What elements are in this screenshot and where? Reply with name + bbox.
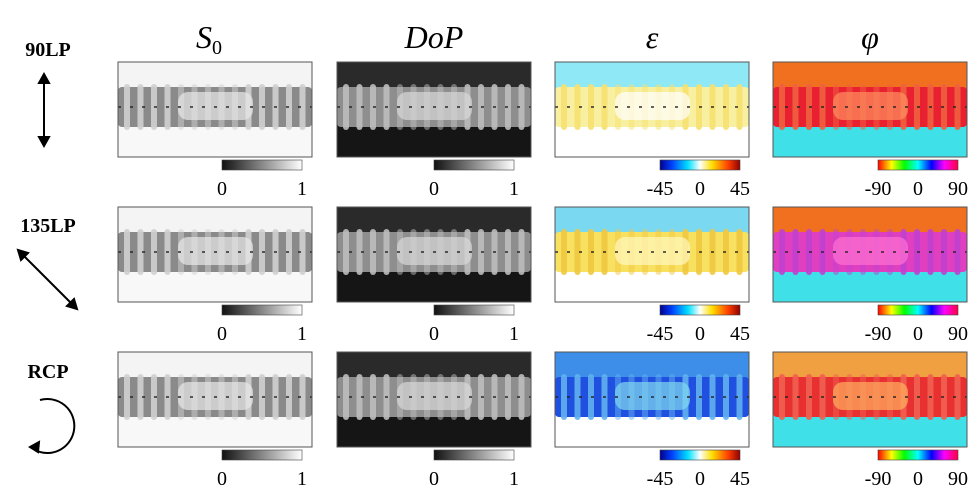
colorbar-tick-label: 0: [429, 178, 439, 200]
column-title-subscript: 0: [212, 37, 222, 59]
polarization-image: [337, 62, 531, 157]
image-bottom: [773, 414, 967, 447]
colorbar: [222, 450, 302, 460]
colorbar-tick-label: 1: [509, 468, 519, 490]
colorbar-tick-label: 0: [217, 323, 227, 345]
figure: S0010101DoP010101ε-45045-45045-45045φ-90…: [0, 0, 970, 504]
arrow-rcp: [30, 399, 74, 453]
colorbar-tick-label: -90: [865, 468, 892, 490]
colorbar: [222, 160, 302, 170]
arrow-135lp: [18, 250, 77, 309]
colorbar-tick-label: 0: [913, 323, 923, 345]
colorbar-tick-label: 0: [429, 468, 439, 490]
polarization-image: [555, 207, 749, 302]
colorbar-tick-label: 45: [730, 468, 750, 490]
image-rib: [779, 229, 785, 275]
column-title: DoP: [404, 19, 464, 55]
colorbar: [660, 305, 740, 315]
colorbar-tick-label: -45: [647, 323, 674, 345]
image-bottom: [118, 124, 312, 157]
polarization-image: [118, 62, 312, 157]
polarization-image: [555, 352, 749, 447]
column-title: S0: [196, 19, 222, 59]
image-rib: [124, 229, 130, 275]
colorbar: [434, 160, 514, 170]
polarization-image: [337, 207, 531, 302]
colorbar: [660, 160, 740, 170]
colorbar-tick-label: 0: [429, 323, 439, 345]
colorbar-tick-label: 0: [695, 178, 705, 200]
colorbar: [434, 305, 514, 315]
image-rib: [343, 84, 349, 130]
colorbar-tick-label: 0: [913, 178, 923, 200]
colorbar-tick-label: 45: [730, 178, 750, 200]
image-rib: [343, 374, 349, 420]
polarization-image: [773, 207, 967, 302]
image-bottom: [555, 414, 749, 447]
polarization-image: [773, 352, 967, 447]
image-bottom: [337, 269, 531, 302]
image-bottom: [773, 124, 967, 157]
image-rib: [124, 374, 130, 420]
row-label: 135LP: [20, 215, 76, 237]
colorbar-tick-label: 0: [217, 178, 227, 200]
colorbar-tick-label: -45: [647, 178, 674, 200]
image-rib: [779, 374, 785, 420]
image-rib: [124, 84, 130, 130]
column-title: ε: [646, 19, 659, 55]
colorbar: [878, 305, 958, 315]
colorbar-tick-label: 1: [297, 323, 307, 345]
colorbar-tick-label: 1: [509, 323, 519, 345]
image-rib: [561, 84, 567, 130]
colorbar-tick-label: -45: [647, 468, 674, 490]
colorbar-tick-label: 1: [509, 178, 519, 200]
image-rib: [779, 84, 785, 130]
image-bottom: [118, 269, 312, 302]
image-bottom: [337, 124, 531, 157]
colorbar-tick-label: 45: [730, 323, 750, 345]
image-bottom: [555, 124, 749, 157]
arrow-90lp: [39, 74, 49, 146]
polarization-image: [773, 62, 967, 157]
column-title: φ: [861, 19, 879, 55]
image-bottom: [773, 269, 967, 302]
colorbar: [878, 160, 958, 170]
polarization-image: [337, 352, 531, 447]
colorbar-tick-label: 0: [695, 323, 705, 345]
colorbar: [222, 305, 302, 315]
colorbar-tick-label: 1: [297, 178, 307, 200]
image-bottom: [555, 269, 749, 302]
colorbar-tick-label: 90: [948, 178, 968, 200]
colorbar-tick-label: -90: [865, 323, 892, 345]
colorbar-tick-label: 0: [695, 468, 705, 490]
row-label: RCP: [27, 361, 68, 383]
colorbar-tick-label: -90: [865, 178, 892, 200]
polarization-image: [118, 352, 312, 447]
image-rib: [343, 229, 349, 275]
polarization-image: [555, 62, 749, 157]
image-rib: [561, 374, 567, 420]
colorbar-tick-label: 90: [948, 323, 968, 345]
colorbar-tick-label: 0: [217, 468, 227, 490]
colorbar-tick-label: 1: [297, 468, 307, 490]
colorbar-tick-label: 90: [948, 468, 968, 490]
colorbar: [660, 450, 740, 460]
colorbar-tick-label: 0: [913, 468, 923, 490]
colorbar: [434, 450, 514, 460]
image-rib: [561, 229, 567, 275]
image-bottom: [337, 414, 531, 447]
image-bottom: [118, 414, 312, 447]
colorbar: [878, 450, 958, 460]
row-label: 90LP: [25, 39, 71, 61]
polarization-image: [118, 207, 312, 302]
